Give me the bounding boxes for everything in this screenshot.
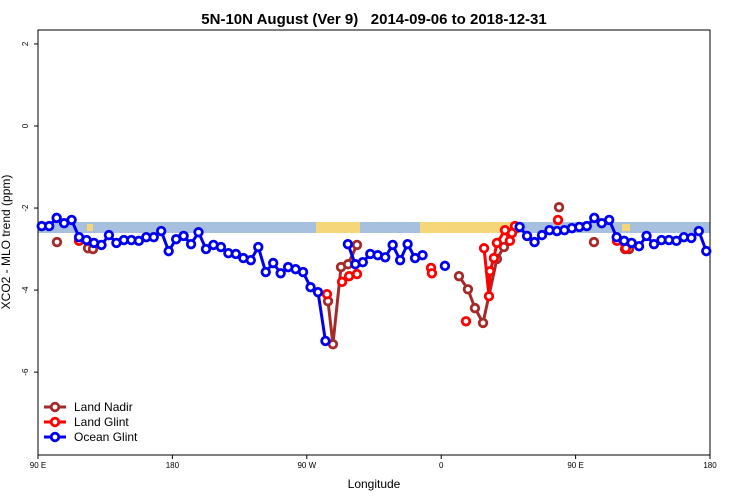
point [103,229,115,241]
point [253,241,264,253]
point [529,236,540,248]
point [394,254,406,266]
series [36,212,712,347]
point [484,266,496,277]
point [648,238,660,250]
point [96,239,107,251]
plot-frame [37,29,711,456]
point [185,238,197,250]
map-strip [38,222,710,233]
y-tick-label: 0 [21,123,30,128]
point [402,238,413,250]
point [477,317,489,329]
point [351,239,363,251]
point [320,335,331,347]
point [483,291,495,302]
point [51,236,63,248]
point [312,286,324,298]
point [469,302,481,314]
point [453,270,465,282]
legend-label: Land Nadir [74,400,133,414]
point [44,220,55,232]
legend-swatch [49,416,61,428]
point [260,266,271,278]
point [514,221,525,233]
point [686,232,697,244]
point [351,268,363,280]
point [193,227,204,238]
legend-label: Land Glint [74,415,129,429]
y-tick-label: -4 [21,286,30,294]
point [701,245,712,257]
point [178,230,189,242]
point [439,260,451,272]
point [51,212,62,224]
point [488,252,500,264]
y-axis-label: XCO2 - MLO trend (ppm) [0,175,13,310]
point [460,316,472,327]
point [305,282,316,293]
point [387,239,398,251]
x-tick-label: 180 [166,461,180,470]
point [343,270,355,282]
point [581,220,592,232]
point [321,288,333,300]
point [589,212,600,224]
point [268,257,279,269]
point [491,237,503,249]
point [611,231,622,243]
point [155,225,167,237]
point [498,241,510,253]
point [536,229,548,241]
point [462,284,474,295]
x-tick-label: 90 E [30,461,46,470]
point [200,243,212,255]
legend-swatch [49,431,61,443]
point [641,230,652,242]
point [342,238,354,250]
point [604,214,615,226]
point [245,254,256,266]
x-tick-label: 90 W [297,461,316,470]
x-axis-label: Longitude [348,477,401,491]
point [380,252,391,263]
point [426,268,438,279]
point [552,214,564,226]
point [66,214,77,226]
chart-title: 5N-10N August (Ver 9) 2014-09-06 to 2018… [201,11,546,28]
point [297,266,309,278]
x-tick-label: 90 E [567,461,583,470]
point [148,231,159,243]
point [357,256,368,268]
point [275,268,286,279]
point [417,250,428,261]
point [521,230,533,242]
point [336,276,348,288]
x-tick-label: 180 [703,461,717,470]
y-tick-label: 2 [21,41,30,46]
point [671,235,682,247]
y-tick-label: -2 [21,204,30,212]
point [633,240,645,252]
point [478,243,490,254]
point [230,248,242,260]
point [163,245,174,257]
point [588,236,600,248]
point [215,241,227,253]
legend-swatch [49,401,61,413]
y-tick-label: -6 [21,368,30,376]
x-tick-label: 0 [439,461,444,470]
point [133,235,144,247]
legend-label: Ocean Glint [74,430,138,444]
point [693,225,704,237]
point [553,202,565,213]
